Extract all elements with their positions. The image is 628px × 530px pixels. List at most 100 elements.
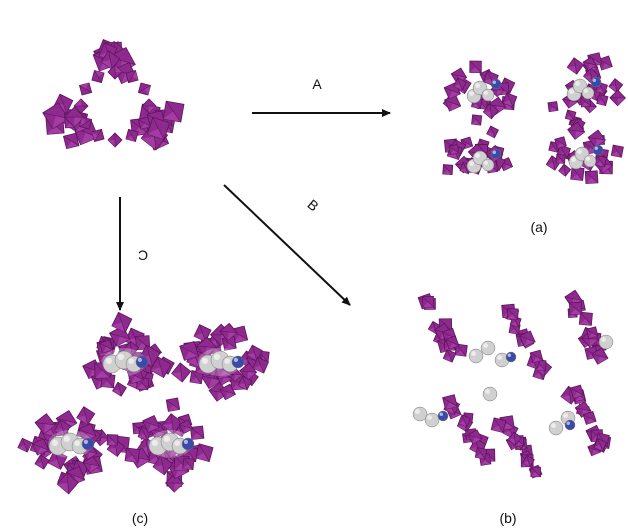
arrow-b — [223, 184, 351, 306]
polyhedron — [138, 344, 161, 367]
packing-cell — [545, 117, 624, 185]
polyhedron — [56, 472, 79, 495]
panel-b-structure — [412, 289, 614, 479]
polyhedron — [137, 426, 152, 441]
polyhedron — [591, 347, 609, 365]
atom-sphere — [505, 351, 517, 363]
polyhedron — [62, 132, 80, 150]
polyhedron — [246, 344, 263, 362]
atom-sphere — [592, 144, 604, 156]
polyhedron — [107, 132, 123, 148]
atom-sphere — [481, 88, 495, 102]
packing-cell — [490, 415, 543, 479]
polyhedron — [31, 438, 50, 456]
polyhedron — [558, 163, 572, 177]
polyhedron — [584, 170, 599, 185]
polyhedron — [189, 370, 204, 385]
atom-sphere — [564, 419, 576, 431]
polyhedron — [522, 454, 535, 468]
polyhedron — [124, 447, 140, 463]
arrow-b-label: B — [304, 196, 321, 214]
polyhedron — [442, 349, 457, 363]
polyhedron — [137, 82, 151, 96]
atom-sphere — [482, 386, 498, 402]
polyhedron — [582, 410, 597, 425]
arrow-a-label: A — [312, 76, 322, 92]
packing-cell — [171, 322, 270, 402]
packing-cell — [442, 125, 514, 176]
polyhedron — [165, 397, 181, 412]
packing-cell — [564, 289, 609, 365]
polyhedron — [178, 419, 194, 435]
polyhedron — [567, 121, 586, 140]
atom-sphere — [181, 437, 195, 451]
polyhedron — [568, 301, 583, 316]
polyhedron — [196, 336, 217, 358]
polyhedron — [76, 406, 96, 426]
packing-cell — [560, 384, 612, 457]
polyhedron — [54, 419, 72, 437]
polyhedron — [564, 109, 577, 122]
polyhedron — [448, 144, 460, 156]
atom-sphere — [581, 86, 595, 100]
polyhedron — [125, 70, 139, 84]
polyhedron — [593, 438, 608, 452]
polyhedron — [569, 384, 584, 399]
polyhedron — [554, 136, 567, 149]
polyhedron — [555, 153, 566, 164]
packing-cell — [547, 52, 626, 128]
polyhedron — [502, 92, 518, 108]
polyhedron — [47, 449, 68, 470]
polyhedron — [252, 356, 269, 374]
polyhedron — [471, 114, 483, 126]
atom-sphere — [424, 412, 440, 428]
polyhedron — [219, 322, 238, 342]
atom-sphere — [437, 410, 449, 422]
polyhedron — [582, 56, 597, 71]
polyhedron — [422, 295, 435, 309]
polyhedron — [219, 383, 236, 401]
atom-sphere — [231, 355, 245, 369]
polyhedron — [457, 414, 471, 428]
polyhedron — [73, 98, 89, 114]
polyhedron — [146, 116, 171, 141]
polyhedron — [34, 413, 56, 435]
polyhedron — [107, 64, 123, 80]
panel-b-label: (b) — [499, 510, 516, 526]
packing-cell — [442, 60, 518, 126]
polyhedron — [34, 454, 50, 470]
polyhedron — [91, 128, 105, 142]
polyhedron — [467, 429, 483, 445]
polyhedron — [171, 362, 192, 383]
polyhedron — [474, 447, 488, 460]
packing-cell — [17, 406, 130, 495]
packing-cell — [82, 311, 175, 397]
polyhedron — [142, 415, 161, 433]
polyhedron — [17, 437, 33, 453]
polyhedron — [79, 82, 93, 96]
polyhedron — [221, 336, 237, 351]
polyhedron — [182, 457, 195, 471]
polyhedron — [486, 125, 499, 139]
trimer-cluster-structure — [42, 39, 185, 151]
polyhedron — [442, 394, 458, 410]
polyhedron — [530, 466, 541, 478]
polyhedron — [507, 431, 522, 446]
arrow-c-label: C — [138, 247, 148, 263]
polyhedron — [125, 128, 139, 142]
atom-sphere — [480, 340, 496, 356]
polyhedron — [141, 98, 157, 114]
polyhedron — [179, 341, 200, 361]
polyhedron — [79, 116, 93, 130]
polyhedron — [112, 381, 128, 397]
atom-sphere — [135, 355, 149, 369]
packing-cell — [417, 293, 468, 363]
polyhedron — [482, 103, 499, 120]
polyhedron — [547, 101, 559, 113]
polyhedron — [149, 356, 172, 379]
atom-sphere — [598, 334, 614, 350]
polyhedron — [469, 60, 482, 74]
panel-a-structure — [442, 52, 626, 185]
polyhedron — [137, 116, 151, 130]
polyhedron — [99, 339, 114, 354]
